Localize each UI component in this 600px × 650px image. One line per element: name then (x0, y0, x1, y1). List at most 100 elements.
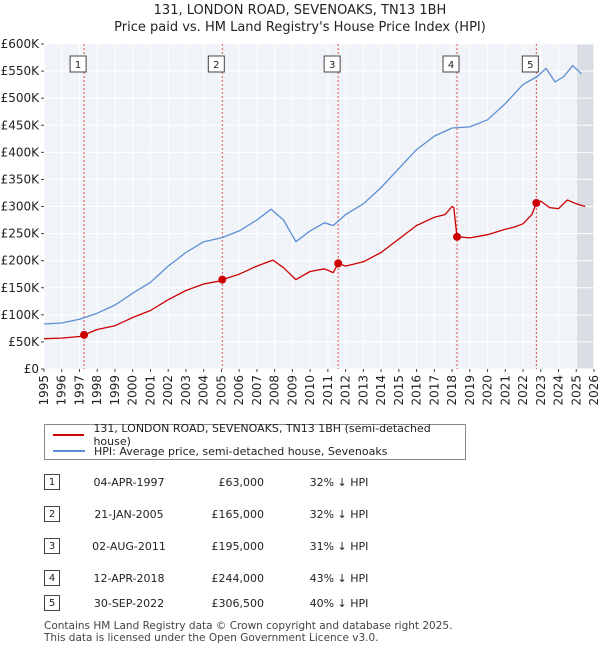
y-tick-label: £250K (1, 227, 41, 241)
sale-price: £195,000 (211, 540, 265, 553)
sale-number-badge: 1 (44, 474, 60, 490)
y-tick-label: £400K (1, 145, 41, 159)
sale-badge-box (69, 55, 87, 73)
y-tick-label: £100K (1, 308, 41, 322)
x-tick-label: 2018 (445, 375, 459, 406)
legend-swatch-hpi (53, 450, 85, 452)
x-tick-label: 2007 (250, 375, 264, 406)
x-tick-label: 2009 (285, 375, 299, 406)
sale-hpi-diff: 43% ↓ HPI (309, 572, 369, 585)
x-tick-label: 2006 (232, 375, 246, 406)
y-tick-label: £350K (1, 172, 41, 186)
footer-line-2: This data is licensed under the Open Gov… (44, 632, 379, 644)
sale-badge-label: 1 (75, 60, 81, 71)
x-tick-label: 2023 (534, 375, 548, 406)
sale-hpi-diff: 31% ↓ HPI (309, 540, 369, 553)
x-tick-label: 2020 (481, 375, 495, 406)
y-tick-label: £0 (24, 362, 39, 376)
sale-badge-label: 3 (329, 60, 335, 71)
x-tick-label: 2003 (179, 375, 193, 406)
sale-price: £63,000 (218, 476, 265, 489)
sale-badges: 1 2 3 4 5 (69, 55, 539, 73)
x-tick-label: 2022 (516, 375, 530, 406)
y-tick-label: £150K (1, 281, 41, 295)
sale-hpi-diff: 32% ↓ HPI (309, 476, 369, 489)
x-tick-label: 2011 (321, 375, 335, 406)
x-tick-label: 2017 (427, 375, 441, 406)
y-axis-ticks: £0 £50K £100K £150K £200K £250K £300K £350K £400… (1, 37, 44, 376)
sale-point (453, 232, 462, 241)
legend-item-property: 131, LONDON ROAD, SEVENOAKS, TN13 1BH (s… (53, 422, 465, 448)
table-row: 4 12-APR-2018 £244,000 43% ↓ HPI (44, 570, 444, 588)
y-tick-label: £500K (1, 91, 41, 105)
sale-point (334, 259, 343, 268)
x-tick-label: 2021 (498, 375, 512, 406)
sale-point (80, 330, 89, 339)
sale-badge-label: 2 (213, 60, 219, 71)
sale-number-badge: 4 (44, 570, 60, 586)
x-tick-label: 2026 (587, 375, 600, 406)
sale-badge-label: 4 (448, 60, 454, 71)
sale-date: 21-JAN-2005 (94, 508, 164, 521)
sale-date: 04-APR-1997 (93, 476, 165, 489)
x-axis-ticks: 1995 1996 1997 1998 1999 2000 2001 2002 2003 2004… (37, 369, 600, 406)
property-price-line (43, 199, 586, 340)
table-row: 5 30-SEP-2022 £306,500 40% ↓ HPI (44, 595, 444, 613)
x-tick-label: 1995 (37, 375, 51, 406)
x-tick-label: 2015 (392, 375, 406, 406)
legend-label-property: 131, LONDON ROAD, SEVENOAKS, TN13 1BH (s… (93, 422, 431, 448)
legend-label-hpi: HPI: Average price, semi-detached house,… (94, 444, 388, 458)
sale-price: £306,500 (211, 597, 265, 610)
y-tick-label: £600K (1, 37, 41, 51)
grid (43, 43, 595, 370)
series-lines (43, 65, 586, 340)
sale-number-badge: 3 (44, 538, 60, 554)
sale-points (80, 198, 541, 339)
sale-price: £244,000 (211, 572, 265, 585)
y-tick-label: £550K (1, 64, 41, 78)
chart-subtitle: Price paid vs. HM Land Registry's House … (114, 20, 486, 35)
legend: 131, LONDON ROAD, SEVENOAKS, TN13 1BH (s… (44, 422, 466, 460)
footer-line-1: Contains HM Land Registry data © Crown c… (44, 620, 453, 632)
sale-date: 02-AUG-2011 (92, 540, 166, 553)
sale-badge-box (442, 55, 460, 73)
y-tick-label: £300K (1, 200, 41, 214)
table-row: 3 02-AUG-2011 £195,000 31% ↓ HPI (44, 538, 444, 556)
sale-point (218, 275, 227, 284)
x-tick-label: 2004 (197, 375, 211, 406)
chart-title: 131, LONDON ROAD, SEVENOAKS, TN13 1BH (154, 3, 447, 18)
x-tick-label: 1999 (108, 375, 122, 406)
table-row: 1 04-APR-1997 £63,000 32% ↓ HPI (44, 474, 444, 492)
table-row: 2 21-JAN-2005 £165,000 32% ↓ HPI (44, 506, 444, 524)
x-tick-label: 2019 (463, 375, 477, 406)
x-tick-label: 1996 (55, 375, 69, 406)
y-tick-label: £50K (8, 335, 40, 349)
sale-date: 30-SEP-2022 (93, 597, 165, 610)
x-tick-label: 2016 (410, 375, 424, 406)
hpi-line (43, 65, 583, 325)
x-tick-label: 2002 (161, 375, 175, 406)
x-tick-label: 2025 (569, 375, 583, 406)
legend-item-hpi: HPI: Average price, semi-detached house,… (53, 443, 387, 459)
x-tick-label: 2012 (339, 375, 353, 406)
sale-badge-box (521, 55, 539, 73)
y-tick-label: £200K (1, 254, 41, 268)
sale-badge-box (207, 55, 225, 73)
legend-swatch-property (53, 434, 85, 436)
x-tick-label: 1998 (90, 375, 104, 406)
sale-point (532, 198, 541, 207)
sale-number-badge: 5 (44, 595, 60, 611)
x-tick-label: 2001 (143, 375, 157, 406)
footer-attribution: Contains HM Land Registry data © Crown c… (44, 620, 452, 644)
x-tick-label: 2010 (303, 375, 317, 406)
sale-hpi-diff: 32% ↓ HPI (309, 508, 369, 521)
x-tick-label: 2013 (356, 375, 370, 406)
sale-date: 12-APR-2018 (93, 572, 165, 585)
x-tick-label: 1997 (72, 375, 86, 406)
price-chart: 131, LONDON ROAD, SEVENOAKS, TN13 1BH Pr… (1, 3, 600, 406)
x-tick-label: 2024 (552, 375, 566, 406)
sale-badge-label: 5 (527, 60, 533, 71)
x-tick-label: 2008 (268, 375, 282, 406)
x-tick-label: 2005 (214, 375, 228, 406)
x-tick-label: 2014 (374, 375, 388, 406)
